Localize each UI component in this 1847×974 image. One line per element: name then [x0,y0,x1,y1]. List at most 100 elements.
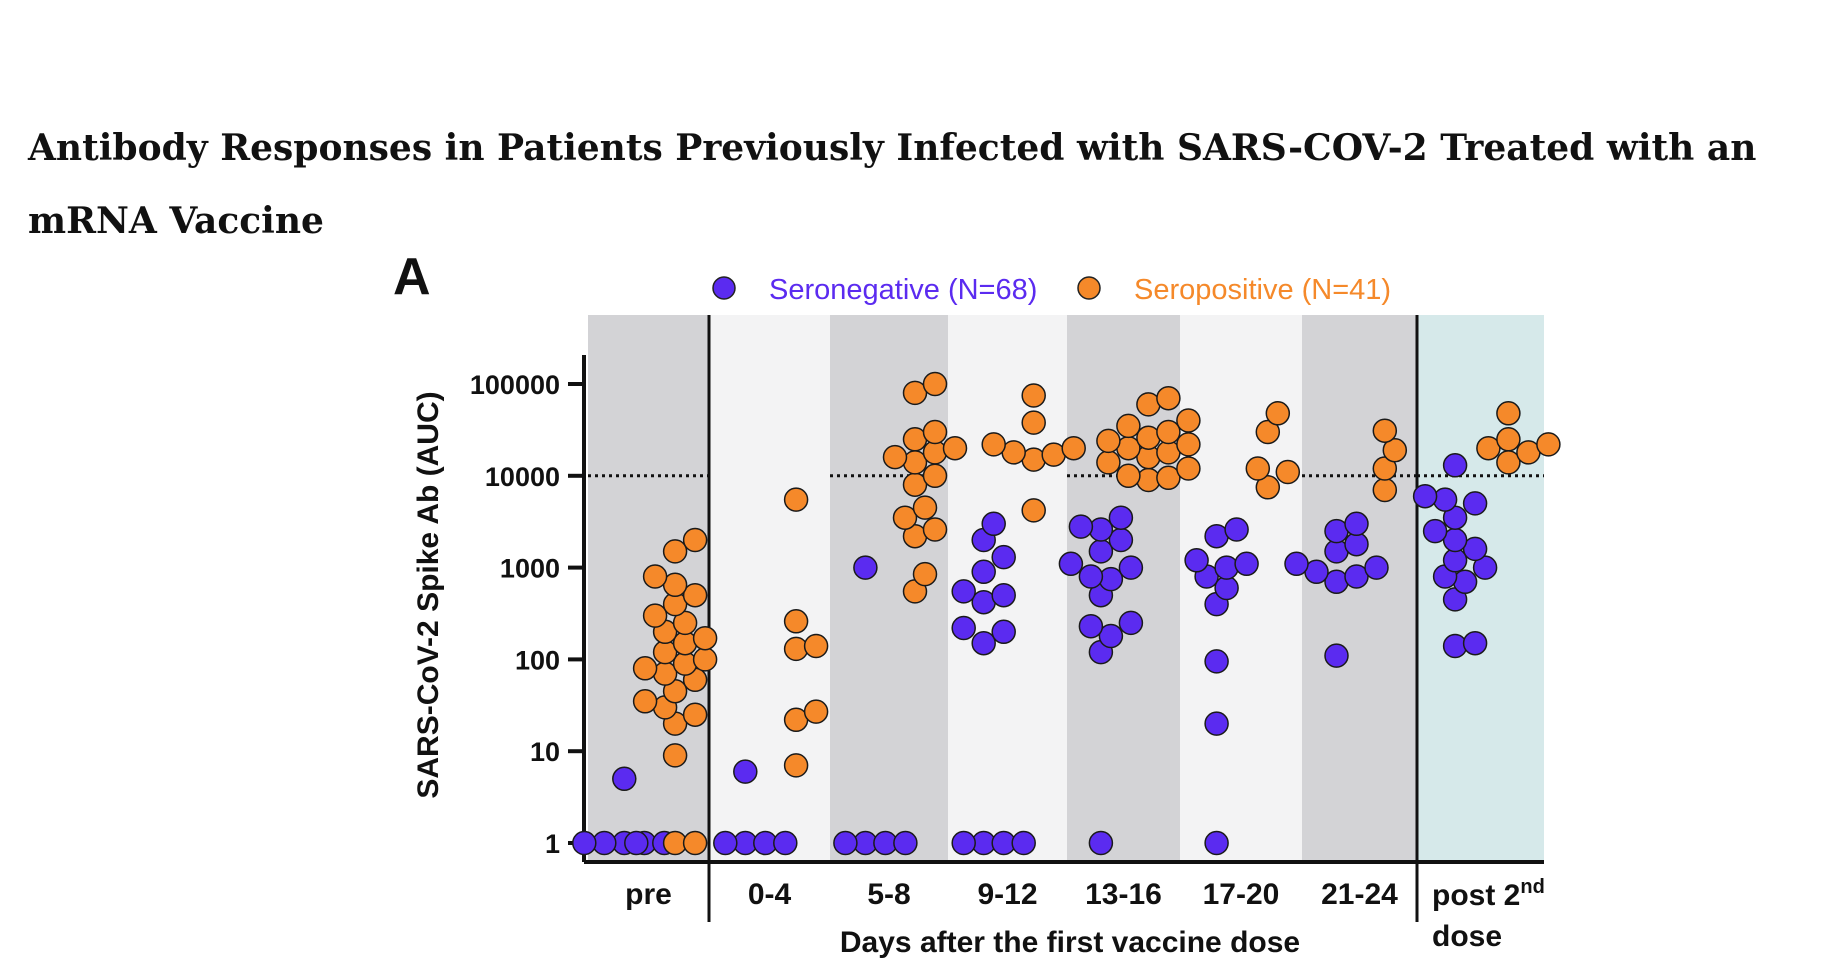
point-seropositive-13-16-3 [1176,456,1201,481]
y-tick-label-10000: 10000 [485,462,560,492]
y-ticks: 1 10 100 1000 10000 100000 [470,370,584,859]
point-seronegative-5-8-2 [833,830,858,856]
point-seropositive-pre-1 [682,830,708,856]
point-seronegative-post-2nd-dose-12 [1432,487,1458,512]
point-seronegative-13-16-10 [1088,539,1114,564]
legend-label-seronegative: Seronegative (N=68) [769,274,1037,306]
band-5-8 [830,315,948,860]
point-seropositive-13-16-13 [1176,408,1201,433]
point-seronegative-9-12-13 [981,511,1006,537]
point-seropositive-pre-15 [692,625,718,651]
category-label-post-superscript: nd [1520,876,1544,898]
band-post-2nd-dose [1417,315,1544,860]
point-seropositive-post-2nd-dose-4 [1496,427,1521,452]
point-seropositive-5-8-15 [922,371,948,397]
legend-marker-seropositive [1077,276,1101,300]
y-axis-title: SARS-CoV-2 Spike Ab (AUC) [412,391,445,798]
point-seropositive-21-24-0 [1372,477,1398,503]
point-seronegative-13-16-12 [1088,517,1114,542]
point-seronegative-17-20-10 [1224,517,1249,542]
point-seronegative-5-8-4 [853,555,878,580]
point-seropositive-pre-23 [662,539,688,564]
point-seropositive-5-8-14 [902,380,928,406]
point-seropositive-9-12-5 [981,432,1006,457]
point-seropositive-5-8-3 [922,517,948,542]
point-seropositive-13-16-2 [1116,463,1141,489]
point-seropositive-5-8-9 [882,444,908,470]
point-seronegative-13-16-14 [1108,505,1134,530]
point-seropositive-pre-17 [672,610,698,636]
point-seronegative-13-16-9 [1058,551,1084,577]
point-seropositive-pre-10 [632,656,658,681]
point-seropositive-5-8-11 [942,435,968,461]
category-label-9-12: 9-12 [977,878,1037,911]
point-seronegative-17-20-0 [1204,830,1229,856]
point-seronegative-21-24-9 [1344,511,1369,537]
x-axis-title: Days after the first vaccine dose [840,926,1300,959]
point-seropositive-post-2nd-dose-5 [1496,401,1521,426]
point-seronegative-9-12-10 [971,559,996,585]
point-seronegative-9-12-9 [951,579,976,604]
point-seropositive-9-12-4 [1061,435,1086,461]
point-seronegative-5-8-3 [893,830,918,856]
point-seronegative-post-2nd-dose-14 [1442,453,1468,478]
y-tick-label-10: 10 [530,737,560,767]
point-seronegative-13-16-7 [1078,564,1104,589]
point-seropositive-pre-12 [692,647,718,672]
point-seropositive-pre-24 [682,527,708,553]
point-seronegative-17-20-7 [1234,551,1259,577]
data-points [572,371,1561,856]
point-seronegative-21-24-0 [1324,643,1349,668]
point-seronegative-9-12-3 [1011,830,1036,856]
point-seropositive-5-8-13 [922,419,948,445]
point-seronegative-post-2nd-dose-5 [1472,555,1498,580]
point-seronegative-post-2nd-dose-0 [1442,633,1468,659]
point-seronegative-0-4-4 [733,759,758,784]
category-label-pre: pre [625,878,672,911]
point-seronegative-pre-6 [612,766,637,792]
point-seronegative-pre-5 [624,830,649,856]
band-17-20 [1180,315,1302,860]
point-seronegative-13-16-13 [1068,514,1094,539]
point-seropositive-21-24-2 [1382,437,1408,463]
point-seronegative-post-2nd-dose-7 [1462,536,1488,562]
point-seronegative-9-12-2 [951,830,976,856]
point-seropositive-5-8-10 [922,440,948,465]
point-seronegative-9-12-6 [951,615,976,641]
point-seropositive-pre-2 [662,743,688,768]
point-seropositive-0-4-2 [803,699,829,724]
point-seropositive-17-20-2 [1245,456,1271,481]
point-seropositive-pre-18 [642,603,668,628]
point-seropositive-9-12-7 [1021,383,1046,408]
point-seropositive-0-4-3 [783,636,809,662]
point-seronegative-0-4-3 [773,830,798,856]
point-seronegative-17-20-6 [1214,555,1239,580]
point-seronegative-21-24-4 [1364,555,1389,580]
point-seropositive-17-20-1 [1275,459,1301,485]
axes [582,315,1544,922]
category-bands [588,315,1544,860]
point-seropositive-21-24-3 [1372,418,1398,443]
point-seropositive-0-4-5 [783,609,809,634]
point-seropositive-13-16-11 [1156,419,1181,445]
point-seropositive-post-2nd-dose-3 [1536,432,1561,457]
band-0-4 [709,315,830,860]
point-seronegative-13-16-3 [1078,613,1104,639]
point-seropositive-13-16-9 [1096,428,1121,454]
page-title: Antibody Responses in Patients Previousl… [28,127,1757,242]
point-seronegative-post-2nd-dose-11 [1462,491,1488,516]
point-seronegative-21-24-7 [1344,531,1369,557]
point-seropositive-pre-4 [682,702,708,727]
point-seronegative-post-2nd-dose-13 [1412,483,1438,509]
point-seropositive-pre-22 [642,564,668,589]
category-label-13-16: 13-16 [1085,878,1162,911]
point-seropositive-9-12-0 [1021,498,1046,523]
point-seronegative-17-20-4 [1214,575,1239,601]
point-seropositive-5-8-4 [892,505,918,530]
point-seronegative-13-16-0 [1088,830,1114,856]
point-seronegative-17-20-8 [1184,548,1209,573]
point-seropositive-5-8-7 [922,463,948,489]
point-seronegative-17-20-2 [1204,649,1229,674]
point-seronegative-post-2nd-dose-1 [1462,630,1488,656]
legend-marker-seronegative [712,276,736,300]
